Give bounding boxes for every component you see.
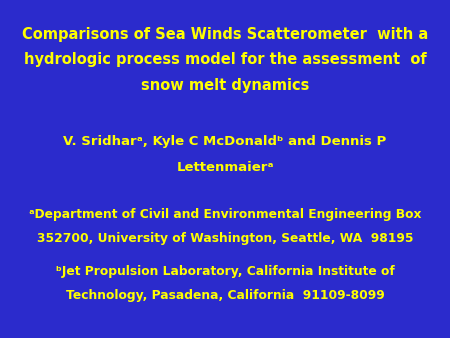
Text: snow melt dynamics: snow melt dynamics: [141, 78, 309, 93]
Text: 352700, University of Washington, Seattle, WA  98195: 352700, University of Washington, Seattl…: [37, 232, 413, 244]
Text: ᵃDepartment of Civil and Environmental Engineering Box: ᵃDepartment of Civil and Environmental E…: [29, 208, 421, 221]
Text: Comparisons of Sea Winds Scatterometer  with a: Comparisons of Sea Winds Scatterometer w…: [22, 27, 428, 42]
Text: Lettenmaierᵃ: Lettenmaierᵃ: [176, 161, 274, 173]
Text: ᵇJet Propulsion Laboratory, California Institute of: ᵇJet Propulsion Laboratory, California I…: [56, 265, 394, 278]
Text: Technology, Pasadena, California  91109-8099: Technology, Pasadena, California 91109-8…: [66, 289, 384, 302]
Text: V. Sridharᵃ, Kyle C McDonaldᵇ and Dennis P: V. Sridharᵃ, Kyle C McDonaldᵇ and Dennis…: [63, 135, 387, 148]
Text: hydrologic process model for the assessment  of: hydrologic process model for the assessm…: [23, 52, 427, 67]
